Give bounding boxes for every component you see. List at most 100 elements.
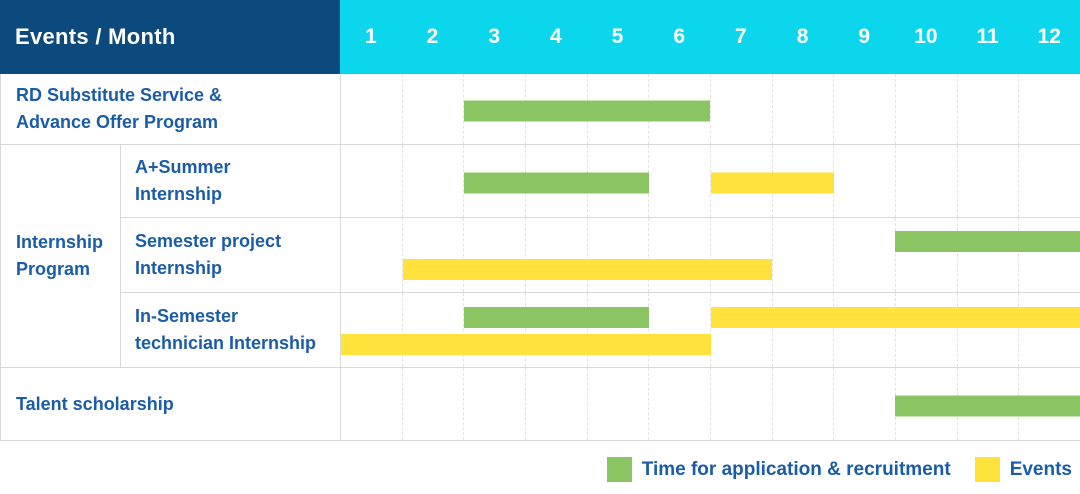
gantt-bar-green: [464, 306, 649, 328]
month-gridline: [341, 217, 403, 293]
row-label-line: Talent scholarship: [16, 393, 174, 414]
row-label-line: technician Internship: [135, 333, 317, 354]
table-row: RD Substitute Service & Advance Offer Pro…: [1, 74, 1080, 145]
month-gridline: [588, 368, 650, 440]
month-gridline: [1019, 145, 1080, 217]
chart-area: [341, 293, 1080, 367]
month-gridline: [773, 145, 835, 217]
row-label-line: In-Semester: [135, 306, 239, 327]
month-gridline: [341, 74, 403, 144]
row-label: Talent scholarship: [1, 368, 341, 440]
header-corner-label: Events / Month: [0, 0, 340, 74]
chart-area: [341, 145, 1080, 217]
legend-item-yellow: Events: [974, 457, 1072, 482]
chart-area: [341, 368, 1080, 440]
month-gridline: [711, 368, 773, 440]
month-header-3: 3: [488, 25, 501, 48]
row-label-line: Internship: [135, 258, 223, 278]
table-row: Talent scholarship: [1, 368, 1080, 440]
month-header-8: 8: [796, 25, 809, 48]
table-row: A+Summer Internship: [121, 145, 1080, 218]
month-gridline: [649, 368, 712, 440]
month-gridline: [526, 368, 588, 440]
gantt-bar-green: [464, 172, 649, 194]
table-header-row: Events / Month 1 2 3 4 5 6 7 8 9 10 11 12: [0, 0, 1080, 74]
month-gridline: [403, 74, 465, 144]
legend-label: Time for application & recruitment: [641, 458, 951, 480]
month-gridline: [958, 217, 1020, 293]
legend-swatch-yellow: [974, 457, 1000, 482]
month-header-9: 9: [858, 25, 871, 48]
legend-swatch-green: [606, 457, 632, 482]
month-gridline: [464, 368, 527, 440]
group-label-internship-program: Internship Program: [1, 145, 121, 367]
legend-item-green: Time for application & recruitment: [606, 457, 951, 482]
month-gridline: [649, 145, 712, 217]
month-gridline: [711, 217, 773, 293]
month-gridline: [403, 217, 465, 293]
month-gridline: [403, 368, 465, 440]
month-gridline: [711, 74, 773, 144]
month-gridline: [1019, 293, 1080, 367]
gantt-bar-green: [895, 395, 1080, 417]
month-gridline: [464, 217, 527, 293]
month-gridline: [526, 293, 588, 367]
month-gridline: [834, 145, 897, 217]
row-label: A+Summer Internship: [121, 145, 341, 217]
month-header-1: 1: [364, 25, 377, 48]
month-gridline: [711, 293, 773, 367]
month-gridline: [834, 217, 897, 293]
month-gridline: [896, 145, 958, 217]
group-subrows: A+Summer Internship Semester project Intern…: [121, 145, 1080, 367]
row-label-line: A+Summer: [135, 156, 231, 177]
table-row: Semester project Internship: [121, 217, 1080, 294]
gantt-bar-green: [464, 100, 711, 122]
month-grid: [341, 74, 1080, 144]
row-label: Semester project Internship: [121, 217, 341, 293]
month-gridline: [526, 217, 588, 293]
row-label-line: Semester project: [135, 231, 282, 251]
month-gridline: [958, 145, 1020, 217]
month-gridline: [773, 217, 835, 293]
row-label-line: Internship: [135, 183, 223, 204]
gantt-bar-yellow: [341, 333, 711, 355]
month-header-10: 10: [914, 25, 938, 48]
month-header-6: 6: [673, 25, 686, 48]
month-gridline: [588, 293, 650, 367]
month-gridline: [464, 293, 527, 367]
month-gridline: [588, 217, 650, 293]
row-label-line: Advance Offer Program: [16, 112, 219, 132]
month-gridline: [1019, 218, 1080, 293]
month-grid: [341, 293, 1080, 367]
group-label-internship-program-line: Program: [16, 259, 91, 279]
month-gridline: [834, 74, 897, 144]
legend-label: Events: [1009, 458, 1072, 480]
month-gridline: [834, 293, 897, 367]
month-header-2: 2: [426, 25, 439, 48]
month-gridline: [341, 145, 403, 217]
chart-area: [341, 217, 1080, 293]
gantt-bar-yellow: [710, 306, 1080, 328]
row-label: In-Semester technician Internship: [121, 293, 341, 367]
month-gridline: [773, 368, 835, 440]
month-gridline: [896, 74, 958, 144]
month-gridline: [834, 368, 897, 440]
month-header-4: 4: [550, 25, 562, 48]
month-gridline: [403, 145, 465, 217]
chart-area: [341, 74, 1080, 144]
month-gridline: [773, 74, 835, 144]
month-gridline: [341, 293, 403, 367]
row-label-line: RD Substitute Service &: [16, 85, 223, 105]
month-header-7: 7: [735, 25, 747, 48]
month-gridline: [649, 74, 712, 144]
month-gridline: [649, 293, 712, 367]
table-body: RD Substitute Service & Advance Offer Pro…: [0, 74, 1080, 441]
month-header-strip: 1 2 3 4 5 6 7 8 9 10 11 12: [340, 0, 1080, 74]
table-row: In-Semester technician Internship: [121, 293, 1080, 367]
month-gridline: [958, 74, 1020, 144]
row-label: RD Substitute Service & Advance Offer Pro…: [1, 74, 341, 144]
month-gridline: [1019, 74, 1080, 144]
month-header-12: 12: [1037, 25, 1061, 48]
gantt-bar-yellow: [710, 172, 834, 194]
